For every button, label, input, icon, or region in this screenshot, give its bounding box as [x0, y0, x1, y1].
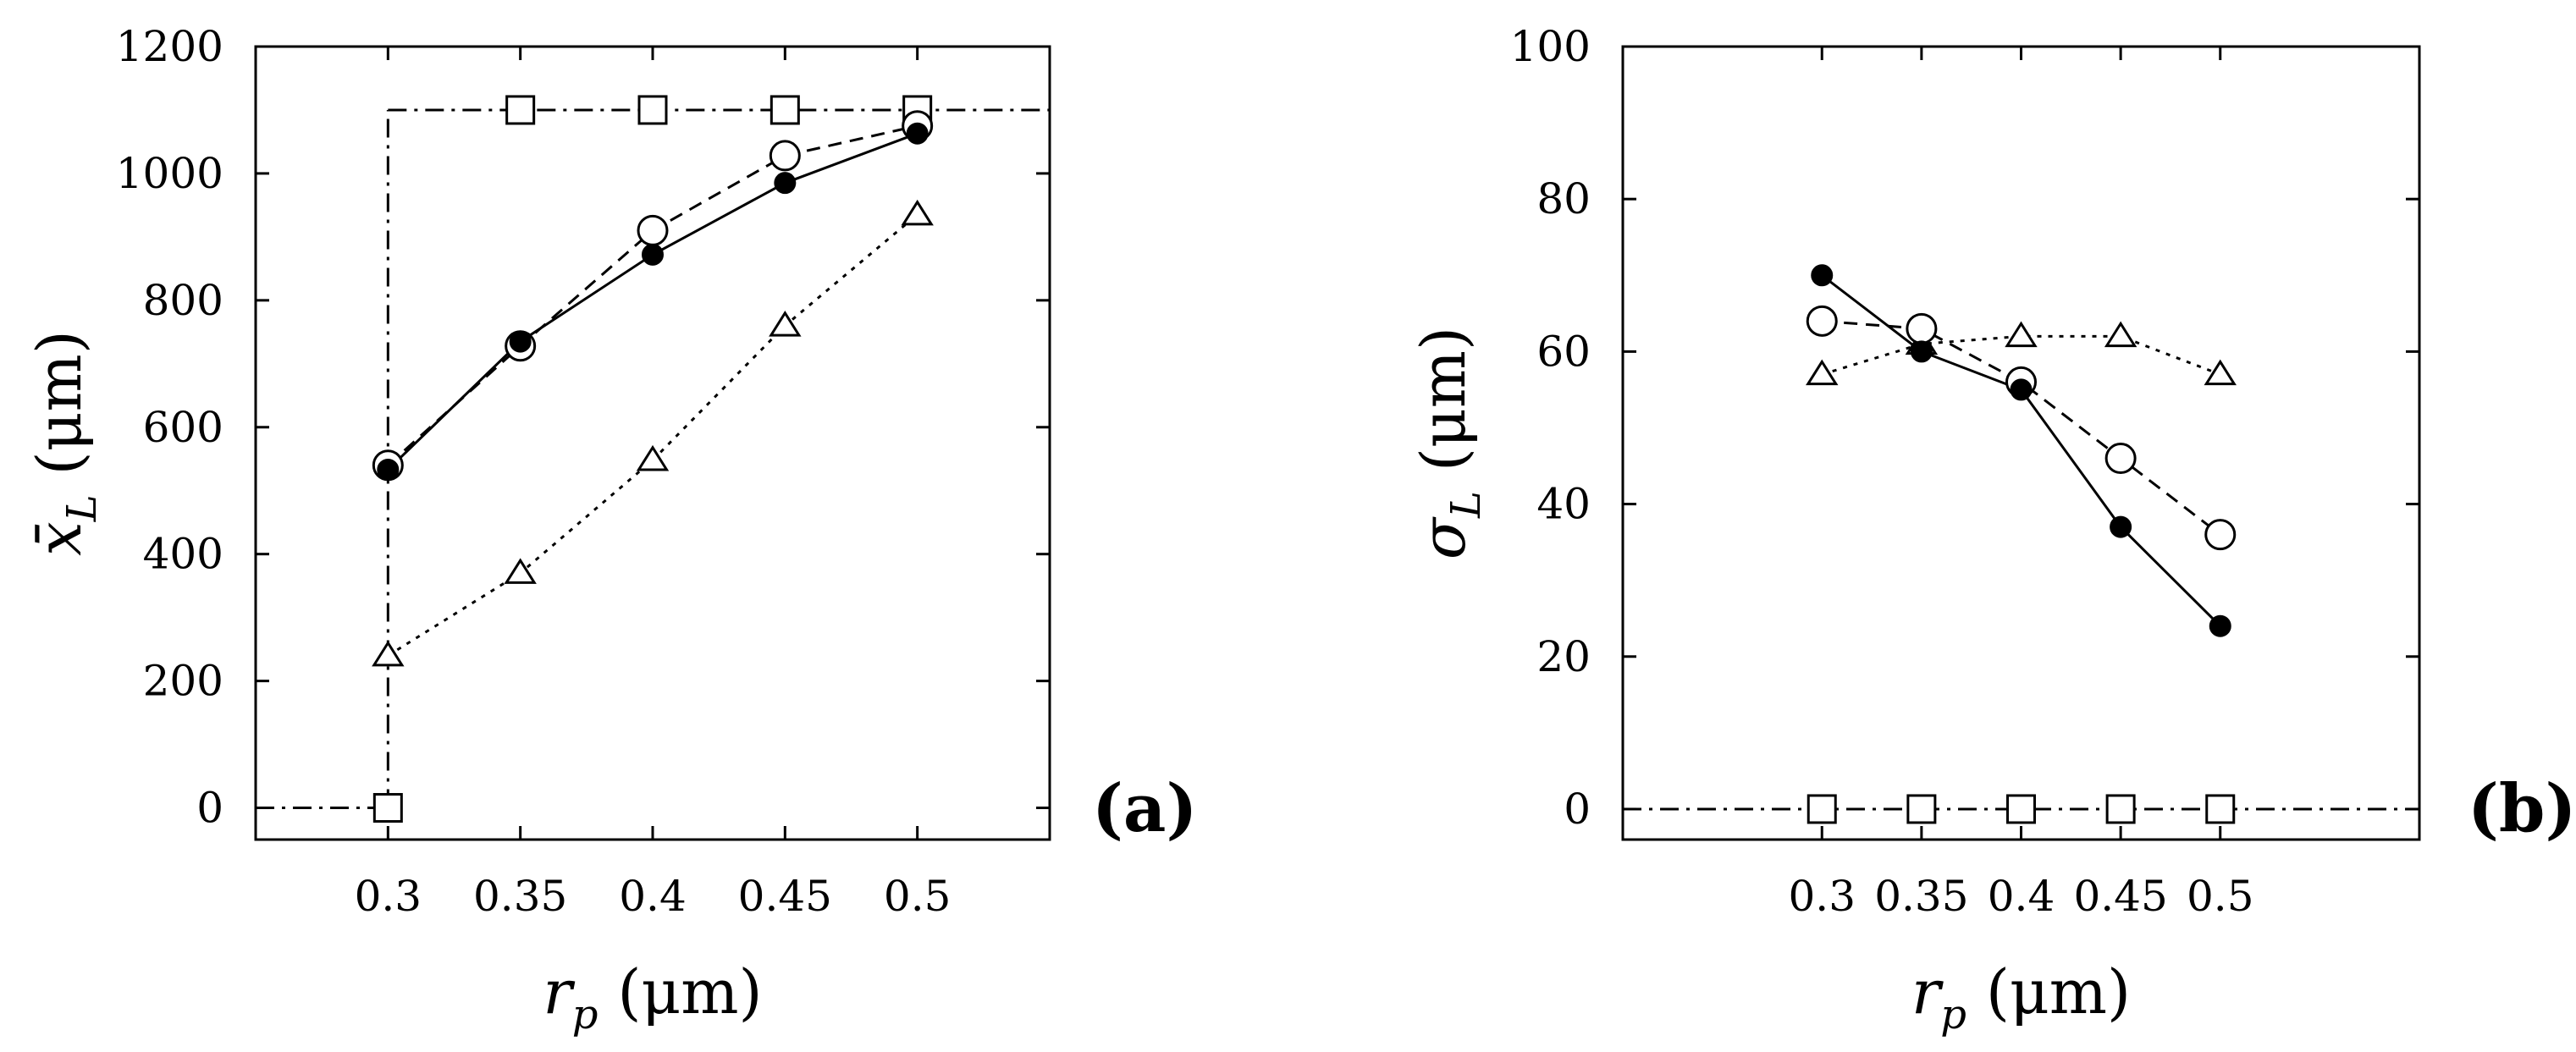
x-tick-label: 0.35 — [1874, 872, 1968, 921]
y-tick-label: 60 — [1536, 327, 1591, 376]
data-point-open-triangle — [2204, 359, 2237, 386]
y-axis-label-unit: (μm) — [1408, 327, 1479, 491]
data-point-filled-circle — [2010, 378, 2033, 401]
x-tick-label: 0.35 — [473, 872, 567, 921]
data-point-open-square — [637, 95, 668, 125]
x-tick-label: 0.3 — [355, 872, 422, 921]
x-axis-label-unit: (μm) — [1966, 956, 2131, 1027]
y-tick-label: 80 — [1536, 174, 1591, 223]
y-tick-label: 600 — [143, 403, 223, 452]
series-line-filled-circle — [387, 132, 918, 471]
data-point-open-square — [1807, 794, 1837, 824]
x-tick-label: 0.45 — [738, 872, 832, 921]
series-line-open-triangle — [387, 213, 918, 657]
panel-label: (b) — [2468, 770, 2576, 847]
data-point-open-triangle — [1806, 359, 1839, 386]
x-axis-label-unit: (μm) — [598, 956, 763, 1027]
data-point-filled-circle — [377, 458, 400, 481]
y-tick-label: 200 — [143, 657, 223, 706]
data-point-open-square — [2205, 794, 2236, 824]
data-point-open-circle — [637, 214, 669, 246]
data-point-open-triangle — [504, 558, 537, 584]
series-line-open-triangle — [1821, 334, 2221, 376]
x-axis-label-sub: p — [572, 991, 598, 1038]
data-point-open-triangle — [2104, 321, 2137, 348]
data-point-filled-circle — [2209, 614, 2231, 637]
data-point-filled-circle — [774, 172, 797, 195]
y-tick-label: 0 — [1564, 785, 1591, 834]
y-tick-label: 100 — [1510, 22, 1591, 71]
data-point-open-square — [769, 95, 800, 125]
y-axis-label-sub: L — [1442, 491, 1490, 519]
x-axis-label-main: r — [543, 956, 575, 1027]
y-tick-label: 800 — [143, 276, 223, 325]
x-tick-label: 0.5 — [2187, 872, 2254, 921]
x-axis-label-main: r — [1911, 956, 1944, 1027]
data-point-open-square — [2105, 794, 2136, 824]
data-point-open-triangle — [901, 199, 934, 226]
data-point-open-circle — [2104, 443, 2137, 475]
data-point-filled-circle — [509, 330, 532, 353]
x-tick-label: 0.45 — [2073, 872, 2167, 921]
y-tick-label: 1000 — [116, 149, 223, 198]
y-axis-label-unit: (μm) — [24, 330, 95, 494]
data-point-filled-circle — [2110, 515, 2132, 538]
data-point-open-triangle — [2005, 321, 2038, 348]
panel-label: (a) — [1092, 770, 1197, 847]
x-axis-label-sub: p — [1940, 991, 1966, 1038]
x-tick-label: 0.4 — [1988, 872, 2055, 921]
y-tick-label: 40 — [1536, 480, 1591, 529]
data-point-filled-circle — [642, 243, 664, 266]
data-point-open-circle — [1906, 312, 1938, 344]
data-point-open-circle — [1806, 305, 1838, 337]
y-axis-label: σL (μm) — [1408, 327, 1490, 559]
plot-frame — [1621, 45, 2421, 841]
data-point-open-triangle — [636, 444, 670, 471]
x-tick-label: 0.4 — [619, 872, 687, 921]
y-tick-label: 20 — [1536, 632, 1591, 681]
y-tick-label: 0 — [196, 784, 223, 833]
y-axis-label-main: σ — [1408, 516, 1479, 559]
y-tick-label: 400 — [143, 530, 223, 579]
data-point-filled-circle — [1910, 340, 1933, 363]
panel-a: 0.3 0.35 0.4 0.45 0.5 0 200 400 600 800 1000 1200 rp… — [24, 22, 1197, 1038]
data-point-filled-circle — [1811, 264, 1834, 287]
x-tick-label: 0.3 — [1788, 872, 1856, 921]
x-axis-label: rp (μm) — [1911, 956, 2131, 1038]
data-point-open-circle — [769, 140, 801, 172]
data-point-open-square — [2006, 794, 2036, 824]
y-axis-label-main: x̄ — [24, 521, 95, 556]
x-tick-label: 0.5 — [884, 872, 952, 921]
y-tick-label: 1200 — [116, 22, 223, 71]
x-axis-label: rp (μm) — [543, 956, 762, 1038]
series-line-open-circle — [1822, 319, 2221, 536]
data-point-open-triangle — [769, 311, 802, 337]
y-axis-label: x̄L (μm) — [24, 330, 106, 556]
y-axis-label-sub: L — [58, 494, 106, 522]
data-point-filled-circle — [906, 122, 929, 145]
data-point-open-square — [372, 793, 403, 823]
data-point-open-square — [1906, 794, 1937, 824]
series-line-open-circle — [387, 124, 918, 466]
data-point-open-square — [505, 95, 536, 125]
data-point-open-triangle — [372, 640, 405, 667]
data-point-open-circle — [2204, 519, 2237, 551]
plot-frame — [254, 45, 1051, 841]
